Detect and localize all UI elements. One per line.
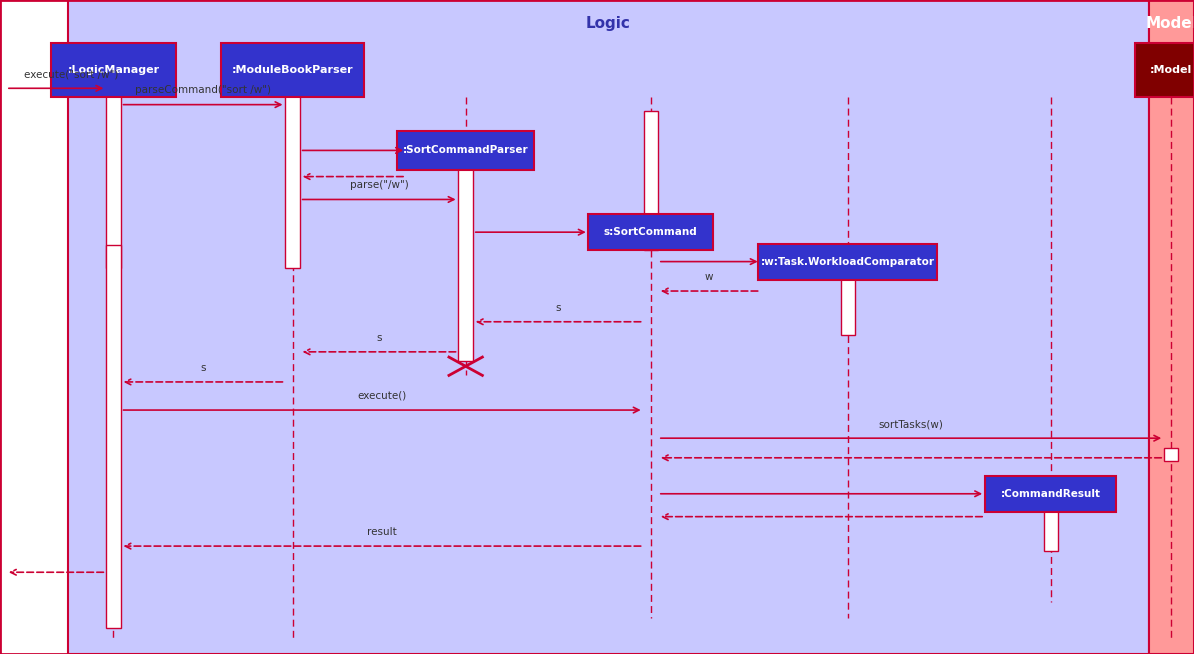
Bar [758,243,937,280]
Text: Model: Model [1145,16,1194,31]
Text: s: s [201,363,205,373]
Text: :w:Task.WorkloadComparator: :w:Task.WorkloadComparator [761,256,935,267]
Bar [985,475,1116,511]
Text: parse("/w"): parse("/w") [350,181,408,190]
Bar [644,111,658,250]
Text: result: result [368,527,396,537]
Bar [458,169,473,361]
Text: :LogicManager: :LogicManager [67,65,160,75]
Text: :CommandResult: :CommandResult [1001,489,1101,499]
Text: Logic: Logic [586,16,630,31]
Bar [1044,511,1058,551]
Bar [1135,43,1194,97]
Text: :Model: :Model [1150,65,1193,75]
Bar [1149,0,1194,654]
Text: execute(): execute() [357,391,407,401]
Text: sortTasks(w): sortTasks(w) [879,419,943,429]
Text: :SortCommandParser: :SortCommandParser [402,145,529,156]
Bar [106,245,121,628]
Text: s:SortCommand: s:SortCommand [604,227,697,237]
Bar [841,279,855,335]
Text: s: s [376,333,382,343]
Bar [50,43,177,97]
Bar [285,86,300,268]
Bar [106,72,121,268]
Text: parseCommand("sort /w"): parseCommand("sort /w") [135,86,271,95]
Bar [396,131,535,170]
Text: s: s [555,303,561,313]
Text: execute("sort /w"): execute("sort /w") [24,69,119,79]
Bar [1164,448,1178,461]
Text: :ModuleBookParser: :ModuleBookParser [232,65,353,75]
Text: w: w [704,272,714,282]
Bar [589,214,714,250]
Bar [221,43,364,97]
